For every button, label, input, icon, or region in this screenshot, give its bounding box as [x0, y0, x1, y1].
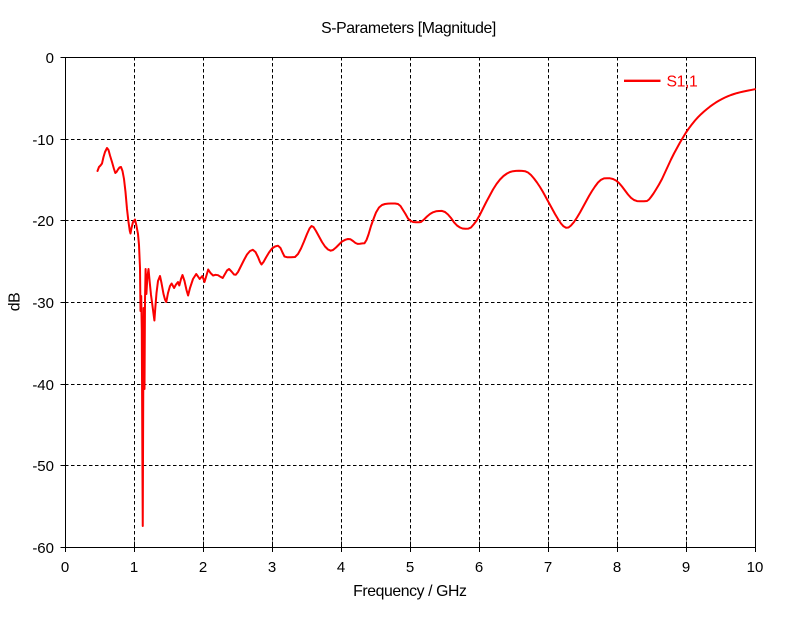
svg-text:Frequency / GHz: Frequency / GHz	[353, 583, 467, 600]
svg-text:-30: -30	[32, 295, 54, 312]
svg-text:9: 9	[682, 559, 690, 576]
svg-text:-40: -40	[32, 377, 54, 394]
svg-text:0: 0	[46, 50, 54, 67]
svg-text:-60: -60	[32, 540, 54, 557]
svg-text:-20: -20	[32, 213, 54, 230]
svg-text:7: 7	[544, 559, 552, 576]
svg-text:3: 3	[268, 559, 276, 576]
svg-text:2: 2	[199, 559, 207, 576]
svg-text:S1,1: S1,1	[667, 74, 699, 91]
svg-text:1: 1	[130, 559, 138, 576]
svg-text:6: 6	[475, 559, 483, 576]
svg-text:-10: -10	[32, 132, 54, 149]
svg-text:0: 0	[61, 559, 69, 576]
svg-text:dB: dB	[7, 293, 24, 312]
svg-text:10: 10	[747, 559, 764, 576]
svg-text:8: 8	[613, 559, 621, 576]
svg-text:4: 4	[337, 559, 345, 576]
svg-text:5: 5	[406, 559, 414, 576]
svg-text:-50: -50	[32, 458, 54, 475]
svg-text:S-Parameters [Magnitude]: S-Parameters [Magnitude]	[321, 20, 496, 37]
